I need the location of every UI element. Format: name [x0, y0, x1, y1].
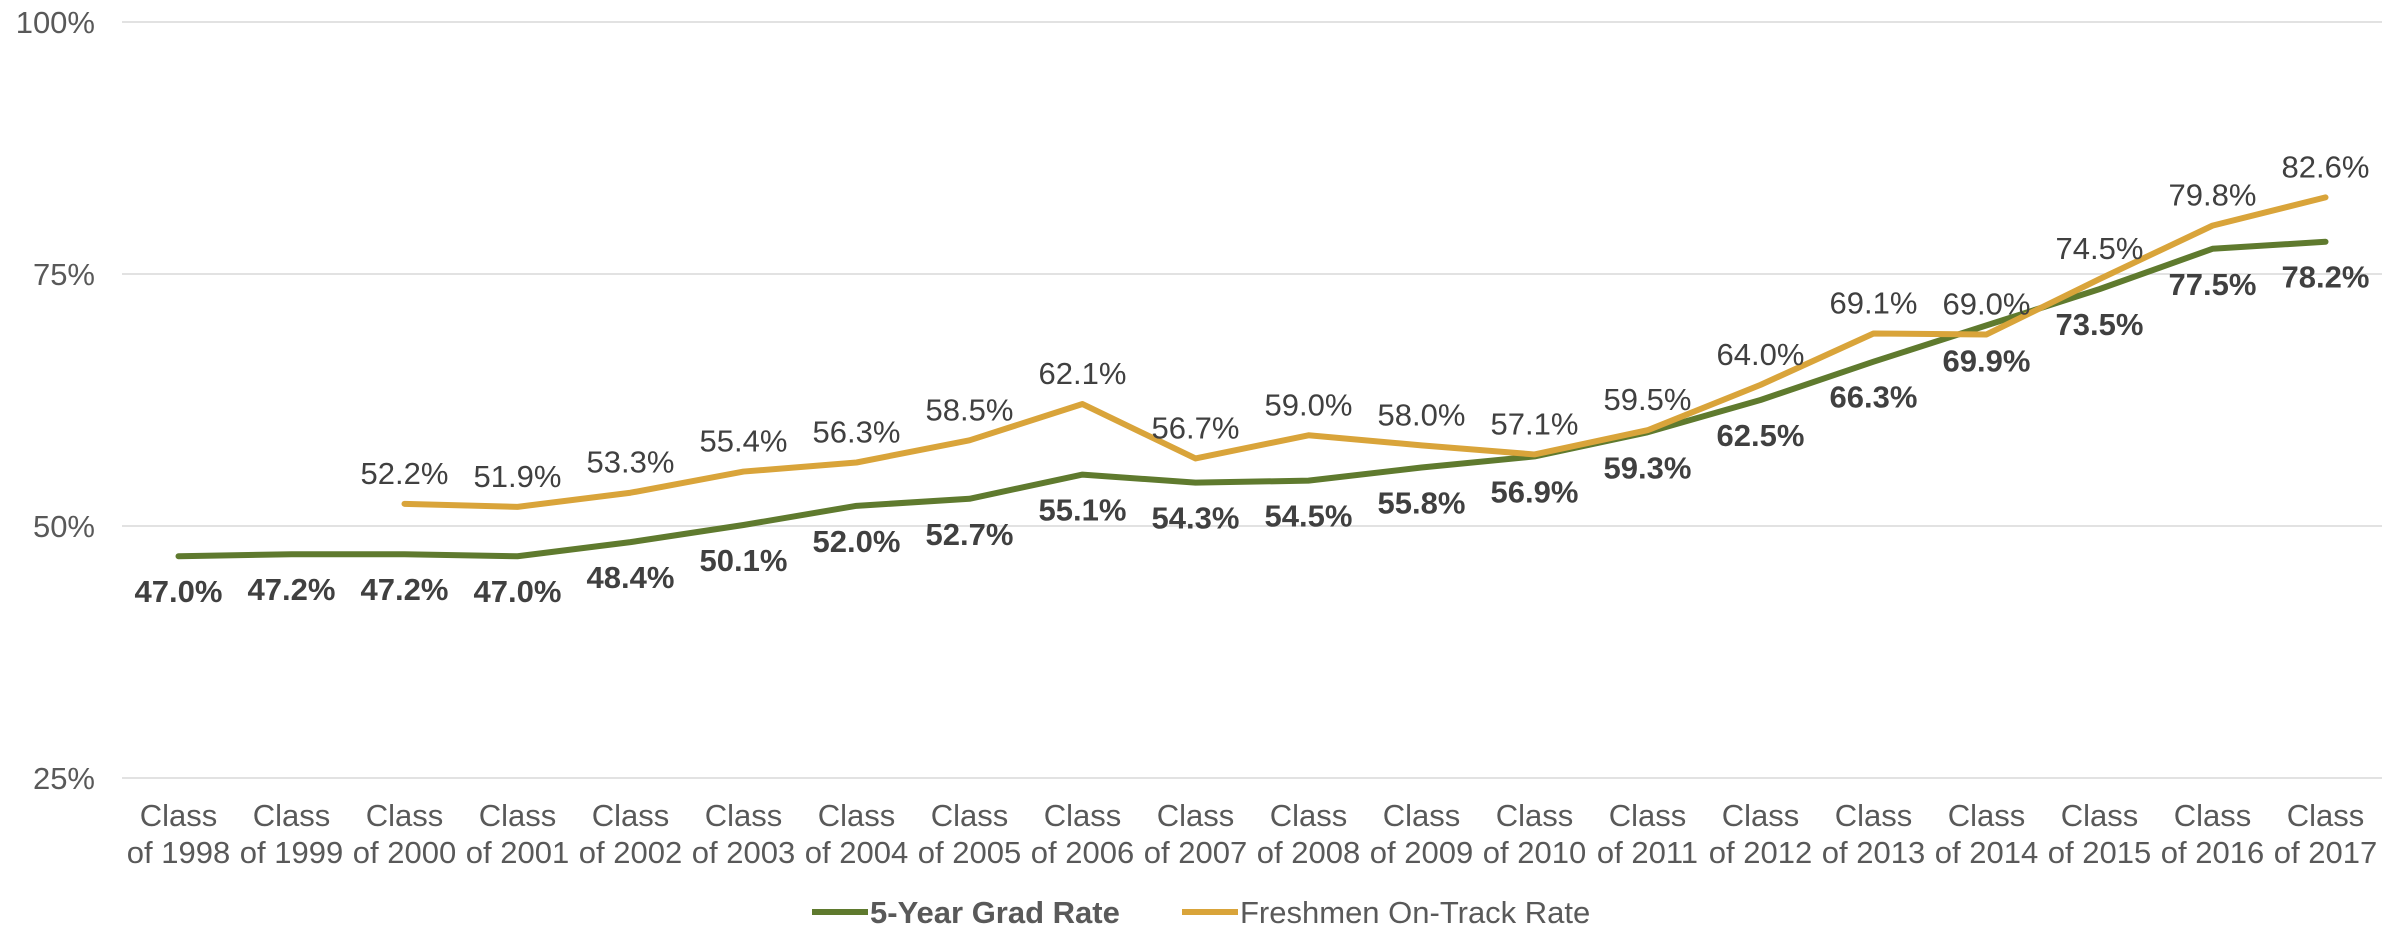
data-label: 59.0% [1265, 387, 1353, 422]
data-label: 55.4% [700, 424, 788, 459]
x-tick-label: Class of 2016 [2161, 798, 2264, 870]
data-label: 58.5% [926, 392, 1014, 427]
x-tick-label: Class of 1999 [240, 798, 343, 870]
x-tick-label: Class of 2006 [1031, 798, 1134, 870]
data-label: 48.4% [587, 560, 675, 595]
x-tick-label: Class of 2014 [1935, 798, 2038, 870]
x-tick-label: Class of 2015 [2048, 798, 2151, 870]
x-tick-label: Class of 2017 [2274, 798, 2377, 870]
data-label: 47.2% [361, 572, 449, 607]
x-tick-label: Class of 2008 [1257, 798, 1360, 870]
data-label: 51.9% [474, 459, 562, 494]
data-label: 56.7% [1152, 410, 1240, 445]
x-tick-label: Class of 2013 [1822, 798, 1925, 870]
data-label: 59.3% [1604, 450, 1692, 485]
data-label: 57.1% [1491, 406, 1579, 441]
x-tick-label: Class of 2000 [353, 798, 456, 870]
data-label: 69.9% [1943, 343, 2031, 378]
x-tick-label: Class of 2004 [805, 798, 908, 870]
data-label: 82.6% [2282, 149, 2370, 184]
y-tick-label: 50% [33, 509, 95, 544]
data-label: 64.0% [1717, 337, 1805, 372]
data-label: 62.1% [1039, 356, 1127, 391]
data-label: 58.0% [1378, 397, 1466, 432]
x-tick-label: Class of 1998 [127, 798, 230, 870]
data-label: 78.2% [2282, 260, 2370, 295]
x-tick-label: Class of 2001 [466, 798, 569, 870]
x-tick-label: Class of 2012 [1709, 798, 1812, 870]
y-tick-label: 100% [16, 5, 95, 40]
data-label: 69.0% [1943, 286, 2031, 321]
legend-label: Freshmen On-Track Rate [1240, 895, 1590, 929]
series-line-on-track-rate [401, 194, 2329, 510]
data-label: 59.5% [1604, 382, 1692, 417]
data-label: 54.5% [1265, 499, 1353, 534]
x-tick-label: Class of 2005 [918, 798, 1021, 870]
data-label: 47.2% [248, 572, 336, 607]
x-tick-label: Class of 2009 [1370, 798, 1473, 870]
data-label: 79.8% [2169, 178, 2257, 213]
x-tick-label: Class of 2003 [692, 798, 795, 870]
data-label: 54.3% [1152, 501, 1240, 536]
data-label: 47.0% [135, 574, 223, 609]
legend-label: 5-Year Grad Rate [870, 895, 1120, 929]
y-tick-label: 25% [33, 761, 95, 796]
y-tick-label: 75% [33, 257, 95, 292]
data-label: 56.3% [813, 414, 901, 449]
data-label: 73.5% [2056, 307, 2144, 342]
x-tick-label: Class of 2002 [579, 798, 682, 870]
data-label: 74.5% [2056, 231, 2144, 266]
data-label: 52.7% [926, 517, 1014, 552]
data-label: 47.0% [474, 574, 562, 609]
data-label: 56.9% [1491, 474, 1579, 509]
data-label: 52.0% [813, 524, 901, 559]
data-label: 69.1% [1830, 285, 1918, 320]
data-label: 55.1% [1039, 493, 1127, 528]
data-label: 52.2% [361, 456, 449, 491]
x-tick-label: Class of 2010 [1483, 798, 1586, 870]
data-label: 50.1% [700, 543, 788, 578]
x-tick-label: Class of 2011 [1597, 798, 1698, 870]
data-label: 53.3% [587, 445, 675, 480]
data-label: 77.5% [2169, 267, 2257, 302]
data-label: 55.8% [1378, 486, 1466, 521]
data-label: 62.5% [1717, 418, 1805, 453]
data-label: 66.3% [1830, 380, 1918, 415]
x-tick-label: Class of 2007 [1144, 798, 1247, 870]
